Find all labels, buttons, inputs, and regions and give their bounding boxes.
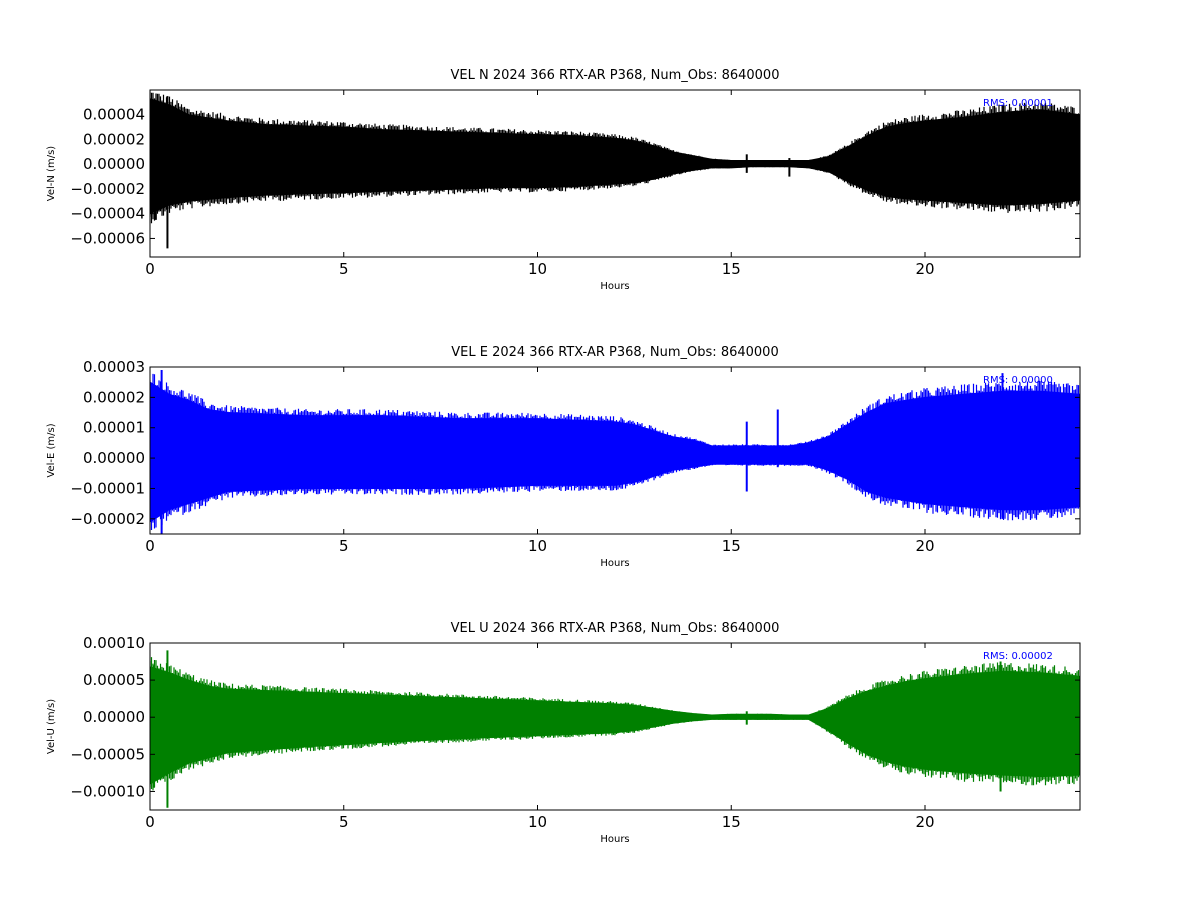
x-tick-label: 5 xyxy=(339,537,349,555)
x-tick-label: 10 xyxy=(528,260,547,278)
x-tick-label: 20 xyxy=(915,537,934,555)
series-envelope xyxy=(150,666,1080,785)
x-tick-label: 20 xyxy=(915,813,934,831)
y-tick-label: 0.00003 xyxy=(83,358,145,376)
x-tick-label: 5 xyxy=(339,813,349,831)
x-tick-label: 5 xyxy=(339,260,349,278)
rms-annotation: RMS: 0.00001 xyxy=(983,98,1053,109)
panel-vel-u: VEL U 2024 366 RTX-AR P368, Num_Obs: 864… xyxy=(46,621,1081,845)
y-tick-label: 0.00000 xyxy=(83,155,145,173)
x-axis-label: Hours xyxy=(600,558,629,569)
y-tick-label: 0.00000 xyxy=(83,708,145,726)
series-jitter xyxy=(150,91,1080,224)
y-tick-label: 0.00004 xyxy=(83,106,145,124)
y-tick-label: 0.00002 xyxy=(83,130,145,148)
y-tick-label: 0.00000 xyxy=(83,449,145,467)
panel-vel-n: VEL N 2024 366 RTX-AR P368, Num_Obs: 864… xyxy=(46,68,1081,292)
axes-frame xyxy=(149,366,1081,535)
x-tick-label: 0 xyxy=(145,537,155,555)
x-tick-label: 15 xyxy=(722,260,741,278)
y-tick-label: 0.00005 xyxy=(83,671,145,689)
series-jitter xyxy=(150,657,1080,791)
y-axis-label: Vel-E (m/s) xyxy=(46,423,57,477)
x-tick-label: 15 xyxy=(722,813,741,831)
y-tick-label: −0.00002 xyxy=(70,180,145,198)
panel-vel-e: VEL E 2024 366 RTX-AR P368, Num_Obs: 864… xyxy=(46,345,1081,569)
x-axis-label: Hours xyxy=(600,834,629,845)
rms-annotation: RMS: 0.00002 xyxy=(983,651,1053,662)
series-jitter xyxy=(150,373,1080,530)
y-tick-label: 0.00010 xyxy=(83,634,145,652)
chart-title: VEL N 2024 366 RTX-AR P368, Num_Obs: 864… xyxy=(451,68,780,83)
data-layer xyxy=(150,91,1080,249)
y-tick-label: −0.00002 xyxy=(70,510,145,528)
x-tick-label: 15 xyxy=(722,537,741,555)
y-tick-label: 0.00002 xyxy=(83,388,145,406)
axes-frame xyxy=(149,89,1081,258)
x-axis-label: Hours xyxy=(600,281,629,292)
x-tick-label: 20 xyxy=(915,260,934,278)
x-tick-label: 0 xyxy=(145,260,155,278)
data-layer xyxy=(150,370,1080,534)
y-axis-label: Vel-U (m/s) xyxy=(46,699,57,754)
axes-frame xyxy=(149,642,1081,811)
y-tick-label: −0.00001 xyxy=(70,479,145,497)
y-tick-label: −0.00010 xyxy=(70,782,145,800)
data-layer xyxy=(150,650,1080,808)
x-tick-label: 10 xyxy=(528,813,547,831)
x-tick-label: 0 xyxy=(145,813,155,831)
y-axis-label: Vel-N (m/s) xyxy=(46,146,57,201)
y-tick-label: −0.00004 xyxy=(70,205,145,223)
chart-title: VEL U 2024 366 RTX-AR P368, Num_Obs: 864… xyxy=(451,621,780,636)
y-tick-label: −0.00005 xyxy=(70,745,145,763)
x-tick-label: 10 xyxy=(528,537,547,555)
chart-title: VEL E 2024 366 RTX-AR P368, Num_Obs: 864… xyxy=(451,345,778,360)
rms-annotation: RMS: 0.00000 xyxy=(983,375,1053,386)
y-tick-label: −0.00006 xyxy=(70,229,145,247)
y-tick-label: 0.00001 xyxy=(83,419,145,437)
